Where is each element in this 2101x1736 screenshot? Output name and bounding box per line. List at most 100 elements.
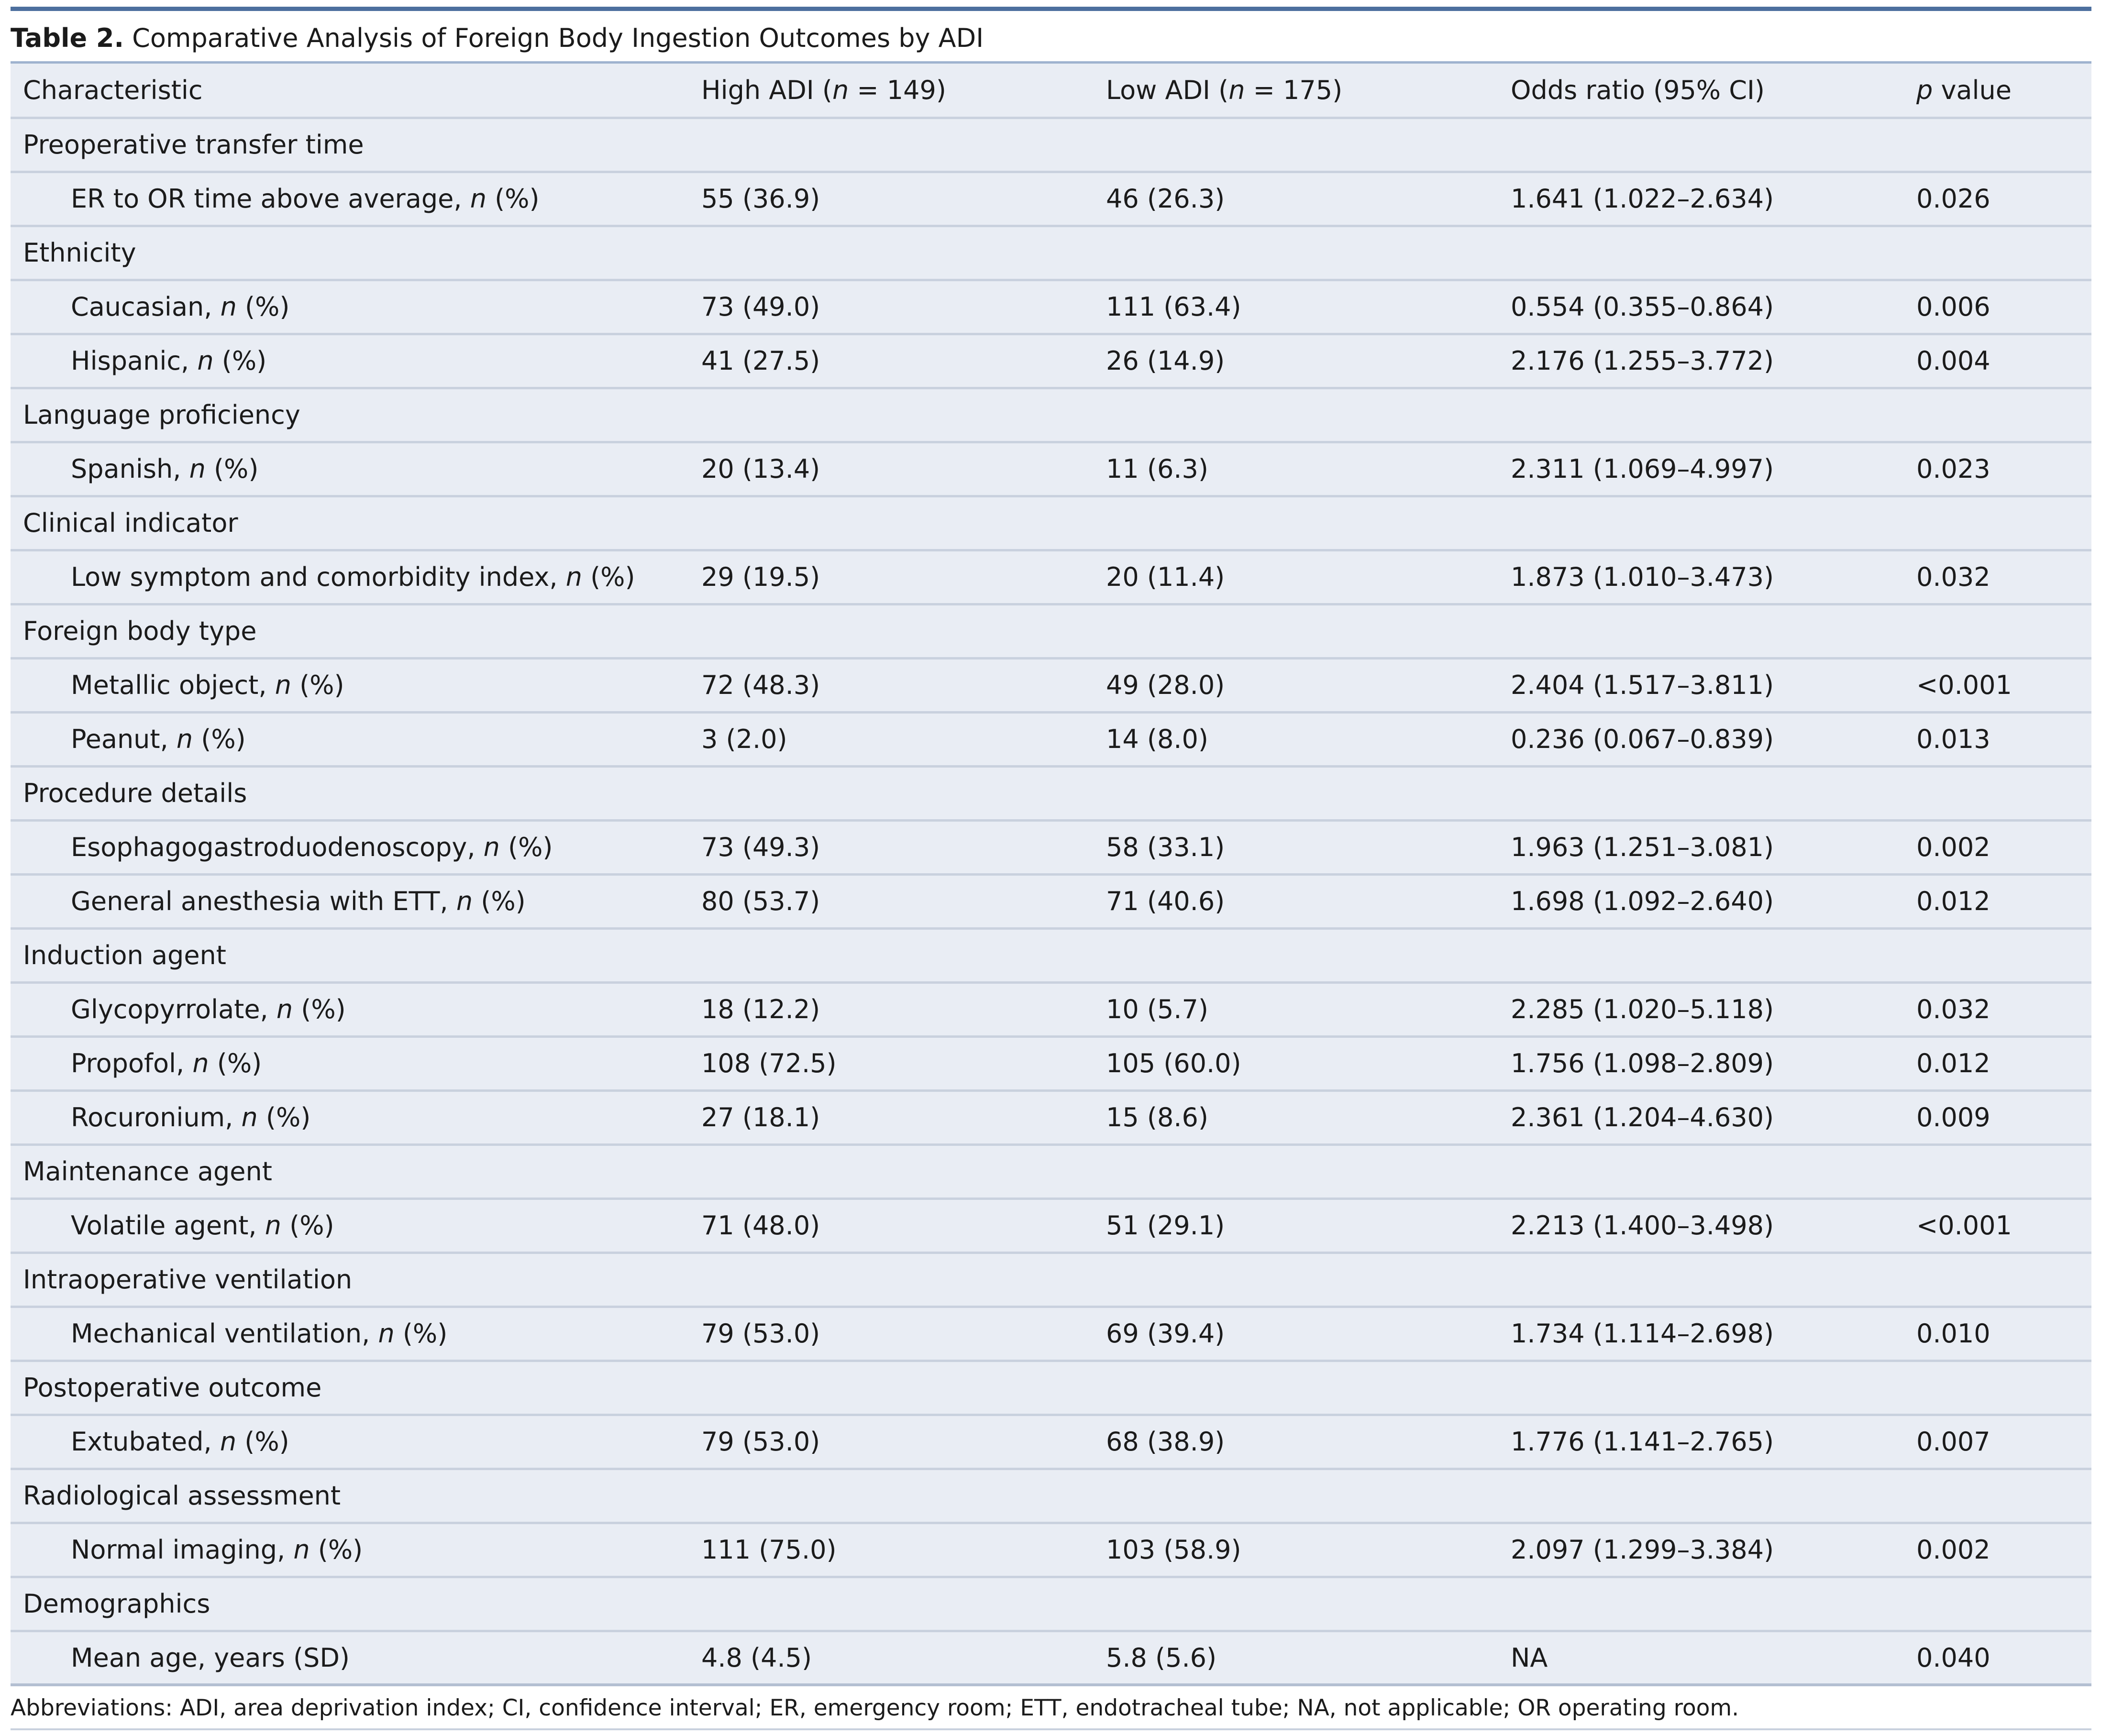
empty-cell (1094, 1144, 1498, 1200)
bottom-rule (11, 1728, 2091, 1730)
empty-cell (1498, 1144, 1904, 1200)
group-label: Procedure details (11, 766, 689, 822)
high-adi-cell: 79 (53.0) (689, 1307, 1094, 1362)
table-row: Hispanic, n (%) 41 (27.5) 26 (14.9) 2.176 (… (11, 334, 2091, 389)
empty-cell (1904, 388, 2091, 443)
p-value-cell: 0.032 (1904, 982, 2091, 1038)
empty-cell (1904, 766, 2091, 822)
empty-cell (1094, 766, 1498, 822)
table-row: Propofol, n (%) 108 (72.5) 105 (60.0) 1.756… (11, 1036, 2091, 1092)
row-label: Normal imaging, n (%) (11, 1523, 689, 1578)
odds-ratio-cell: 2.311 (1.069–4.997) (1498, 442, 1904, 497)
table-body: Preoperative transfer time ER to OR time … (11, 118, 2091, 1686)
group-row: Radiological assessment (11, 1469, 2091, 1524)
odds-ratio-cell: 1.756 (1.098–2.809) (1498, 1036, 1904, 1092)
p-value-cell: 0.012 (1904, 874, 2091, 930)
empty-cell (1904, 1144, 2091, 1200)
empty-cell (1498, 1577, 1904, 1632)
high-adi-cell: 71 (48.0) (689, 1198, 1094, 1254)
table-row: Mechanical ventilation, n (%) 79 (53.0) 69… (11, 1307, 2091, 1362)
table-row: Volatile agent, n (%) 71 (48.0) 51 (29.1) 2… (11, 1198, 2091, 1254)
empty-cell (1498, 604, 1904, 659)
data-table: Characteristic High ADI (n = 149) Low AD… (11, 64, 2091, 1686)
odds-ratio-cell: 1.873 (1.010–3.473) (1498, 550, 1904, 605)
header-p-value: p value (1904, 64, 2091, 119)
empty-cell (689, 388, 1094, 443)
high-adi-cell: 55 (36.9) (689, 172, 1094, 227)
group-row: Intraoperative ventilation (11, 1253, 2091, 1308)
empty-cell (689, 766, 1094, 822)
empty-cell (1498, 118, 1904, 173)
table-row: Spanish, n (%) 20 (13.4) 11 (6.3) 2.311 (1.… (11, 442, 2091, 497)
empty-cell (1094, 496, 1498, 551)
p-value-cell: 0.007 (1904, 1415, 2091, 1470)
p-value-cell: <0.001 (1904, 1198, 2091, 1254)
empty-cell (1904, 928, 2091, 984)
table-row: Peanut, n (%) 3 (2.0) 14 (8.0) 0.236 (0.067… (11, 712, 2091, 768)
high-adi-cell: 108 (72.5) (689, 1036, 1094, 1092)
high-adi-cell: 4.8 (4.5) (689, 1631, 1094, 1686)
caption-text: Comparative Analysis of Foreign Body Ing… (132, 23, 984, 53)
group-row: Induction agent (11, 928, 2091, 984)
odds-ratio-cell: 0.236 (0.067–0.839) (1498, 712, 1904, 768)
low-adi-cell: 71 (40.6) (1094, 874, 1498, 930)
table-row: General anesthesia with ETT, n (%) 80 (53… (11, 874, 2091, 930)
p-value-cell: 0.002 (1904, 1523, 2091, 1578)
p-value-cell: 0.009 (1904, 1090, 2091, 1146)
high-adi-cell: 20 (13.4) (689, 442, 1094, 497)
empty-cell (1498, 1361, 1904, 1416)
odds-ratio-cell: 1.734 (1.114–2.698) (1498, 1307, 1904, 1362)
empty-cell (1094, 388, 1498, 443)
empty-cell (689, 496, 1094, 551)
low-adi-cell: 46 (26.3) (1094, 172, 1498, 227)
row-label: Glycopyrrolate, n (%) (11, 982, 689, 1038)
odds-ratio-cell: 2.404 (1.517–3.811) (1498, 658, 1904, 714)
low-adi-cell: 68 (38.9) (1094, 1415, 1498, 1470)
low-adi-cell: 14 (8.0) (1094, 712, 1498, 768)
high-adi-cell: 79 (53.0) (689, 1415, 1094, 1470)
row-label: ER to OR time above average, n (%) (11, 172, 689, 227)
low-adi-cell: 69 (39.4) (1094, 1307, 1498, 1362)
low-adi-cell: 58 (33.1) (1094, 820, 1498, 876)
table-row: Caucasian, n (%) 73 (49.0) 111 (63.4) 0.554… (11, 280, 2091, 335)
p-value-cell: <0.001 (1904, 658, 2091, 714)
group-row: Language proficiency (11, 388, 2091, 443)
odds-ratio-cell: 1.698 (1.092–2.640) (1498, 874, 1904, 930)
empty-cell (689, 928, 1094, 984)
table-row: Low symptom and comorbidity index, n (%)… (11, 550, 2091, 605)
empty-cell (1498, 766, 1904, 822)
group-label: Radiological assessment (11, 1469, 689, 1524)
low-adi-cell: 51 (29.1) (1094, 1198, 1498, 1254)
odds-ratio-cell: 2.361 (1.204–4.630) (1498, 1090, 1904, 1146)
low-adi-cell: 26 (14.9) (1094, 334, 1498, 389)
empty-cell (1904, 1469, 2091, 1524)
low-adi-cell: 15 (8.6) (1094, 1090, 1498, 1146)
group-row: Procedure details (11, 766, 2091, 822)
p-value-cell: 0.004 (1904, 334, 2091, 389)
empty-cell (1498, 388, 1904, 443)
caption-rule (11, 61, 2091, 64)
group-row: Clinical indicator (11, 496, 2091, 551)
p-value-cell: 0.026 (1904, 172, 2091, 227)
group-row: Postoperative outcome (11, 1361, 2091, 1416)
empty-cell (1904, 1361, 2091, 1416)
p-value-cell: 0.010 (1904, 1307, 2091, 1362)
high-adi-cell: 29 (19.5) (689, 550, 1094, 605)
low-adi-cell: 5.8 (5.6) (1094, 1631, 1498, 1686)
empty-cell (1498, 496, 1904, 551)
empty-cell (689, 226, 1094, 281)
empty-cell (689, 1469, 1094, 1524)
table-caption: Table 2. Comparative Analysis of Foreign… (11, 14, 984, 62)
empty-cell (1498, 1469, 1904, 1524)
high-adi-cell: 72 (48.3) (689, 658, 1094, 714)
high-adi-cell: 80 (53.7) (689, 874, 1094, 930)
row-label: Mechanical ventilation, n (%) (11, 1307, 689, 1362)
table-row: Metallic object, n (%) 72 (48.3) 49 (28.0)… (11, 658, 2091, 714)
table-row: Extubated, n (%) 79 (53.0) 68 (38.9) 1.776 … (11, 1415, 2091, 1470)
row-label: Peanut, n (%) (11, 712, 689, 768)
low-adi-cell: 49 (28.0) (1094, 658, 1498, 714)
table-row: ER to OR time above average, n (%) 55 (36… (11, 172, 2091, 227)
high-adi-cell: 73 (49.3) (689, 820, 1094, 876)
group-label: Demographics (11, 1577, 689, 1632)
empty-cell (689, 1577, 1094, 1632)
